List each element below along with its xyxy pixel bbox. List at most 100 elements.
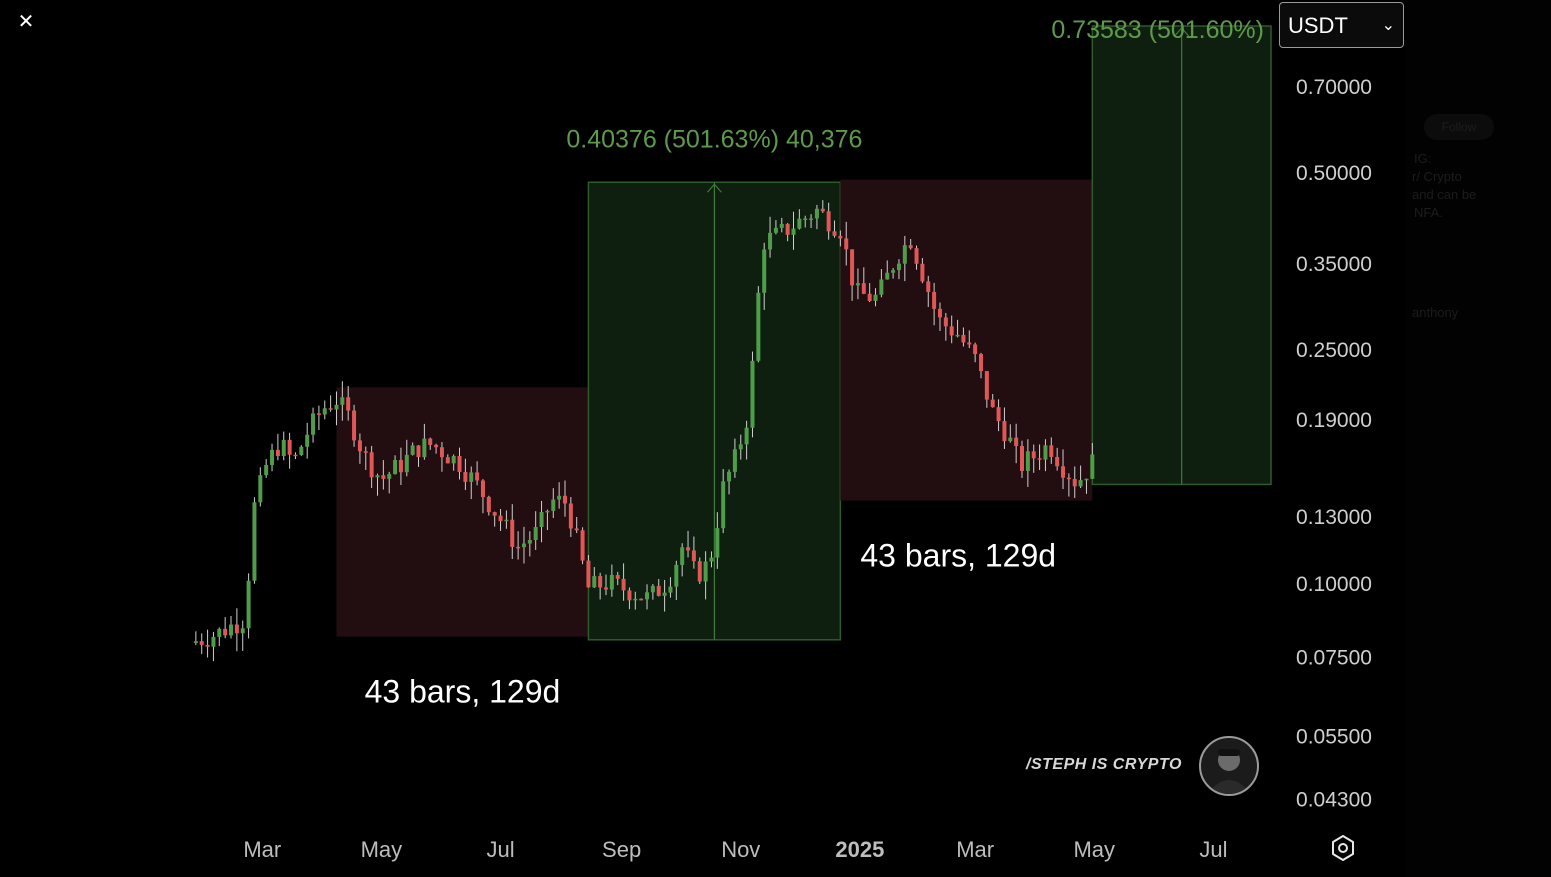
- candle-body: [967, 342, 972, 345]
- y-tick-label-8: 0.07500: [1296, 646, 1372, 669]
- candle-2: [205, 629, 210, 658]
- candle-1: [199, 633, 204, 655]
- candle-3: [211, 631, 216, 662]
- candle-89: [715, 512, 720, 569]
- candle-body: [686, 547, 691, 551]
- candle-body: [445, 457, 450, 464]
- candle-body: [211, 636, 216, 647]
- candle-52: [498, 508, 503, 532]
- candle-94: [744, 420, 749, 460]
- candle-79: [656, 579, 661, 597]
- candle-99: [773, 220, 778, 235]
- candle-29: [363, 446, 368, 470]
- candle-57: [527, 531, 532, 557]
- candle-body: [773, 227, 778, 233]
- candle-100: [779, 217, 784, 233]
- candle-17: [293, 452, 298, 460]
- candle-66: [580, 527, 585, 565]
- candle-36: [404, 439, 409, 477]
- candle-body: [703, 561, 708, 582]
- candle-6: [229, 615, 234, 639]
- y-tick-label-4: 0.25000: [1296, 339, 1372, 362]
- sidebar-text-5: anthony: [1412, 305, 1459, 320]
- candle-body: [393, 460, 398, 475]
- candle-body: [229, 624, 234, 636]
- candle-body: [463, 471, 468, 482]
- candle-body: [381, 475, 386, 479]
- candle-body: [439, 447, 444, 458]
- candle-63: [562, 480, 567, 517]
- candle-body: [879, 279, 884, 295]
- candle-33: [387, 471, 392, 494]
- candle-body: [908, 245, 913, 249]
- candle-body: [1008, 437, 1013, 442]
- candle-body: [568, 503, 573, 529]
- candle-body: [352, 410, 357, 441]
- candle-48: [475, 461, 480, 486]
- candle-body: [920, 263, 925, 282]
- candle-body: [1002, 421, 1007, 442]
- candle-body: [521, 543, 526, 548]
- candle-body: [826, 211, 831, 232]
- candle-body: [797, 218, 802, 229]
- candle-body: [609, 575, 614, 590]
- candle-body: [586, 560, 591, 588]
- candle-body: [234, 624, 239, 634]
- candle-11: [258, 467, 263, 507]
- candle-body: [715, 528, 720, 558]
- candle-118: [885, 260, 890, 280]
- candle-body: [867, 293, 872, 301]
- candle-body: [557, 495, 562, 500]
- candle-5: [223, 617, 228, 639]
- candle-112: [850, 249, 855, 301]
- candle-74: [627, 587, 632, 610]
- candle-body: [820, 208, 825, 212]
- currency-select-value: USDT: [1288, 13, 1348, 38]
- follow-button[interactable]: Follow: [1424, 114, 1494, 140]
- candle-body: [562, 495, 567, 504]
- candle-body: [727, 471, 732, 482]
- candle-body: [416, 445, 421, 458]
- candle-146: [1049, 437, 1054, 464]
- candle-body: [469, 472, 474, 482]
- candle-body: [574, 528, 579, 531]
- candle-body: [1072, 479, 1077, 487]
- sidebar-text-1: IG:: [1414, 151, 1432, 166]
- settings-button[interactable]: [1328, 833, 1358, 863]
- candle-101: [785, 223, 790, 242]
- candle-110: [838, 230, 843, 247]
- candle-10: [252, 497, 257, 584]
- candle-145: [1043, 439, 1048, 472]
- candle-128: [943, 312, 948, 341]
- candle-body: [645, 592, 650, 600]
- candle-123: [914, 245, 919, 270]
- candle-55: [516, 531, 521, 560]
- candle-body: [316, 413, 321, 415]
- candle-body: [287, 439, 292, 455]
- x-tick-label-5: 2025: [835, 837, 884, 862]
- candle-body: [990, 399, 995, 408]
- candle-body: [598, 576, 603, 588]
- candle-125: [926, 275, 931, 307]
- candle-91: [727, 469, 732, 495]
- candle-117: [879, 269, 884, 298]
- candle-body: [1037, 458, 1042, 460]
- candle-body: [973, 344, 978, 355]
- candle-body: [680, 547, 685, 565]
- x-tick-label-6: Mar: [956, 837, 994, 862]
- candle-body: [1025, 451, 1030, 471]
- candle-body: [340, 397, 345, 405]
- candle-body: [475, 472, 480, 481]
- candle-20: [311, 407, 316, 443]
- candle-45: [457, 447, 462, 480]
- zone-labels: 43 bars, 129d 0.40376 (501.63%) 40,376 43 …: [365, 16, 1264, 710]
- close-button[interactable]: ✕: [12, 8, 40, 36]
- candle-body: [539, 512, 544, 528]
- candle-body: [604, 587, 609, 590]
- candle-body: [293, 454, 298, 457]
- candle-77: [645, 584, 650, 610]
- currency-select[interactable]: USDT ⌄: [1279, 2, 1404, 48]
- candle-body: [457, 456, 462, 472]
- x-tick-label-0: Mar: [243, 837, 281, 862]
